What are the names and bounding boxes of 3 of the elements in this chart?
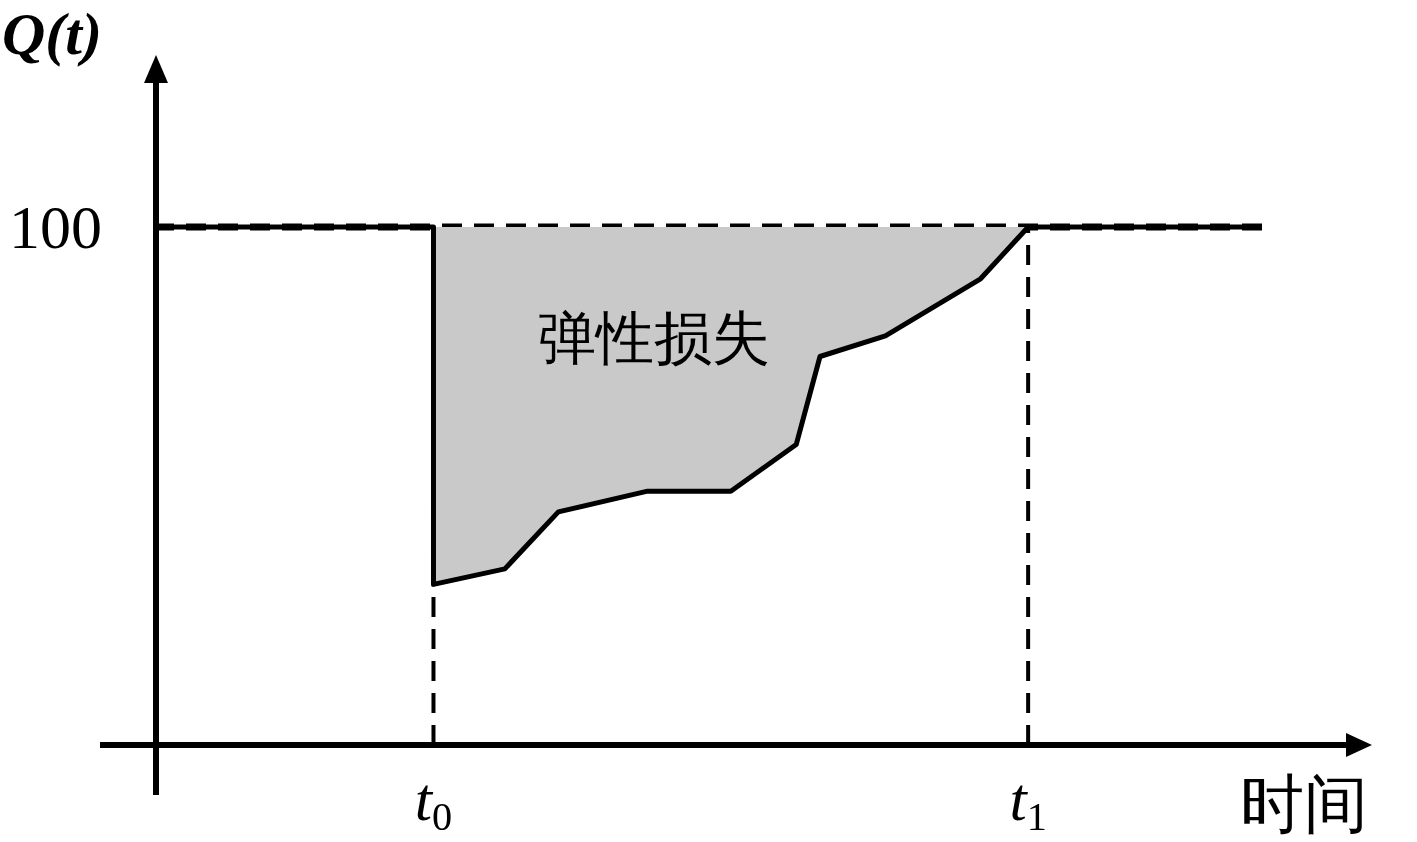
annotation: 弹性损失: [537, 305, 770, 371]
xlabel: 时间: [1240, 769, 1368, 840]
ylabel: Q(t): [2, 1, 102, 67]
